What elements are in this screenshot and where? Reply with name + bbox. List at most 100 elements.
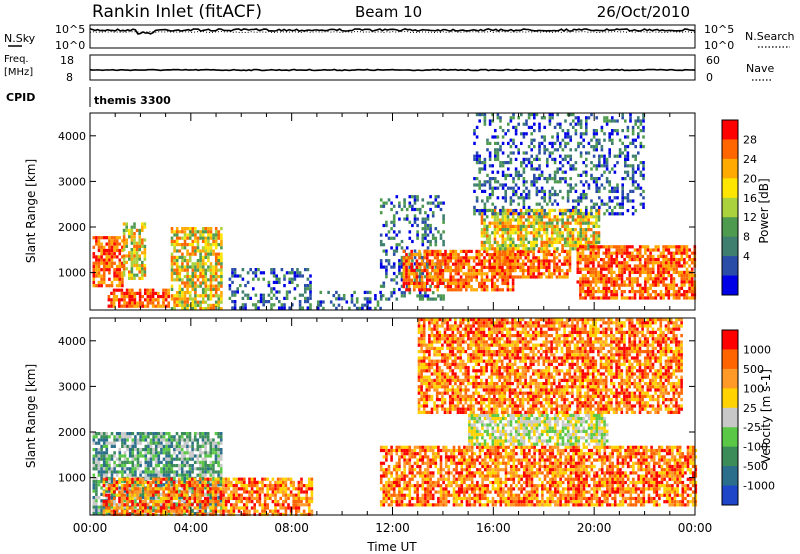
range-cell xyxy=(212,451,215,455)
range-cell xyxy=(199,249,202,253)
range-cell xyxy=(402,275,406,279)
range-cell xyxy=(547,259,551,263)
range-cell xyxy=(511,249,515,253)
range-cell xyxy=(550,237,554,241)
range-cell xyxy=(434,265,438,269)
range-cell xyxy=(212,287,215,291)
range-cell xyxy=(465,278,468,282)
range-cell xyxy=(639,119,643,123)
range-cell xyxy=(265,300,268,304)
range-cell xyxy=(115,506,119,510)
range-cell xyxy=(603,161,606,165)
range-cell xyxy=(644,277,647,281)
range-cell xyxy=(522,244,525,248)
range-cell xyxy=(522,180,526,184)
range-cell xyxy=(131,487,134,491)
range-cell xyxy=(501,259,504,263)
range-cell xyxy=(110,454,114,458)
range-cell xyxy=(659,274,663,278)
range-cell xyxy=(170,255,174,259)
range-cell xyxy=(508,262,512,266)
range-cell xyxy=(509,237,512,241)
range-cell xyxy=(254,293,258,297)
range-cell xyxy=(188,486,192,490)
range-cell xyxy=(217,444,220,448)
range-cell xyxy=(92,473,96,477)
range-cell xyxy=(429,207,432,212)
range-cell xyxy=(152,435,155,439)
range-cell xyxy=(152,477,155,481)
range-cell xyxy=(527,145,531,149)
range-cell xyxy=(559,141,562,145)
cpid-label: CPID xyxy=(6,91,35,104)
range-cell xyxy=(517,212,520,216)
range-cell xyxy=(95,258,98,262)
range-cell xyxy=(204,457,207,461)
range-cell xyxy=(483,259,486,263)
range-cell xyxy=(173,243,176,247)
range-cell xyxy=(429,297,432,301)
range-cell xyxy=(217,457,220,461)
range-cell xyxy=(618,148,622,152)
nsearch-trace xyxy=(89,30,696,34)
range-cell xyxy=(574,247,577,251)
range-cell xyxy=(608,189,611,193)
range-cell xyxy=(118,470,122,474)
range-cell xyxy=(628,280,632,284)
range-cell xyxy=(527,116,531,120)
range-cell xyxy=(204,287,208,291)
range-cell xyxy=(165,454,168,458)
range-cell xyxy=(592,215,596,219)
range-cell xyxy=(498,249,502,253)
range-cell xyxy=(118,301,121,305)
range-cell xyxy=(589,270,593,274)
range-cell xyxy=(633,270,637,274)
range-cell xyxy=(149,484,152,488)
range-cell xyxy=(178,441,181,445)
range-cell xyxy=(366,303,369,307)
range-cell xyxy=(621,129,624,133)
range-cell xyxy=(209,243,213,247)
range-cell xyxy=(170,483,174,487)
range-cell xyxy=(587,224,590,228)
range-cell xyxy=(204,473,207,477)
range-cell xyxy=(283,306,286,310)
range-cell xyxy=(123,512,126,516)
range-cell xyxy=(322,306,325,310)
range-cell xyxy=(437,230,440,234)
range-cell xyxy=(181,262,184,266)
range-cell xyxy=(212,448,215,452)
range-cell xyxy=(217,470,220,474)
range-cell xyxy=(407,275,411,279)
range-cell xyxy=(585,116,588,120)
range-cell xyxy=(611,116,614,120)
range-cell xyxy=(501,218,505,222)
range-cell xyxy=(465,256,468,260)
range-cell xyxy=(366,290,369,294)
range-cell xyxy=(483,113,487,117)
range-cell xyxy=(538,202,541,206)
range-cell xyxy=(437,294,440,298)
range-cell xyxy=(121,280,124,285)
range-cell xyxy=(418,278,422,282)
range-cell xyxy=(563,256,567,260)
range-cell xyxy=(135,257,139,261)
range-cell xyxy=(688,290,691,294)
range-cell xyxy=(592,290,595,294)
range-cell xyxy=(590,173,593,177)
range-cell xyxy=(590,177,593,181)
range-cell xyxy=(175,457,179,461)
range-cell xyxy=(120,304,124,308)
range-cell xyxy=(480,244,484,248)
range-cell xyxy=(110,280,114,285)
range-cell xyxy=(181,303,184,307)
range-cell xyxy=(543,148,546,152)
range-cell xyxy=(480,269,484,273)
range-cell xyxy=(105,477,108,481)
range-cell xyxy=(672,293,676,297)
range-cell xyxy=(421,239,425,244)
nsearch-tick-bottom: 10^0 xyxy=(704,39,734,52)
range-cell xyxy=(209,227,213,231)
range-cell xyxy=(642,125,645,129)
range-cell xyxy=(579,199,583,203)
